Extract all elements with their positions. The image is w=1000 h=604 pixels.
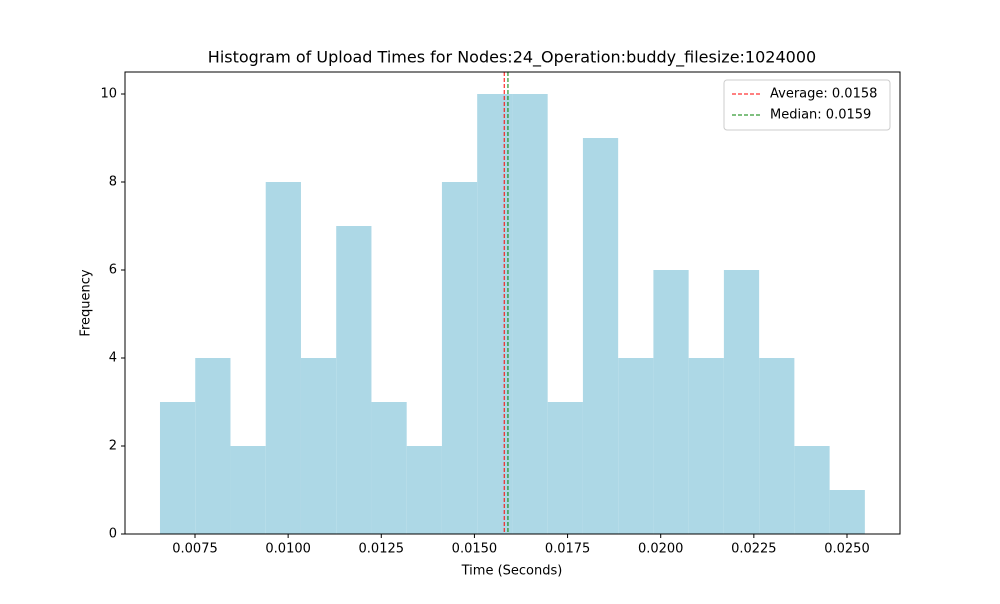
bar <box>406 446 442 534</box>
bar <box>477 94 513 534</box>
y-tick-label: 2 <box>109 439 117 454</box>
bar <box>441 182 478 534</box>
bar <box>371 402 407 534</box>
bar <box>723 270 760 534</box>
bar <box>582 138 619 534</box>
x-tick-label: 0.0200 <box>638 542 684 557</box>
bar <box>300 358 337 534</box>
y-tick-label: 4 <box>109 351 117 366</box>
bar <box>265 182 301 534</box>
chart-title: Histogram of Upload Times for Nodes:24_O… <box>208 48 816 68</box>
bar <box>759 358 795 534</box>
legend-box <box>723 79 891 131</box>
x-tick-label: 0.0150 <box>452 542 498 557</box>
x-tick-label: 0.0175 <box>545 542 591 557</box>
bar <box>618 358 654 534</box>
bar <box>547 402 583 534</box>
x-tick-label: 0.0250 <box>824 542 870 557</box>
x-tick-label: 0.0075 <box>172 542 218 557</box>
bar <box>794 446 830 534</box>
bar <box>159 402 196 534</box>
x-axis-label: Time (Seconds) <box>461 564 563 579</box>
x-tick-label: 0.0225 <box>731 542 777 557</box>
bar <box>688 358 724 534</box>
plot-frame <box>124 71 901 535</box>
bar <box>829 490 865 534</box>
y-axis-label: Frequency <box>79 269 94 336</box>
x-tick-label: 0.0100 <box>265 542 311 557</box>
bar <box>195 358 231 534</box>
bar <box>230 446 266 534</box>
legend-label: Median: 0.0159 <box>770 108 871 123</box>
y-tick-label: 8 <box>109 175 117 190</box>
y-tick-label: 0 <box>109 527 117 542</box>
y-tick-label: 6 <box>109 263 117 278</box>
legend-label: Average: 0.0158 <box>770 87 877 102</box>
bar <box>653 270 689 534</box>
bar <box>512 94 548 534</box>
y-tick-label: 10 <box>100 87 117 102</box>
x-tick-label: 0.0125 <box>359 542 405 557</box>
bar <box>336 226 372 534</box>
